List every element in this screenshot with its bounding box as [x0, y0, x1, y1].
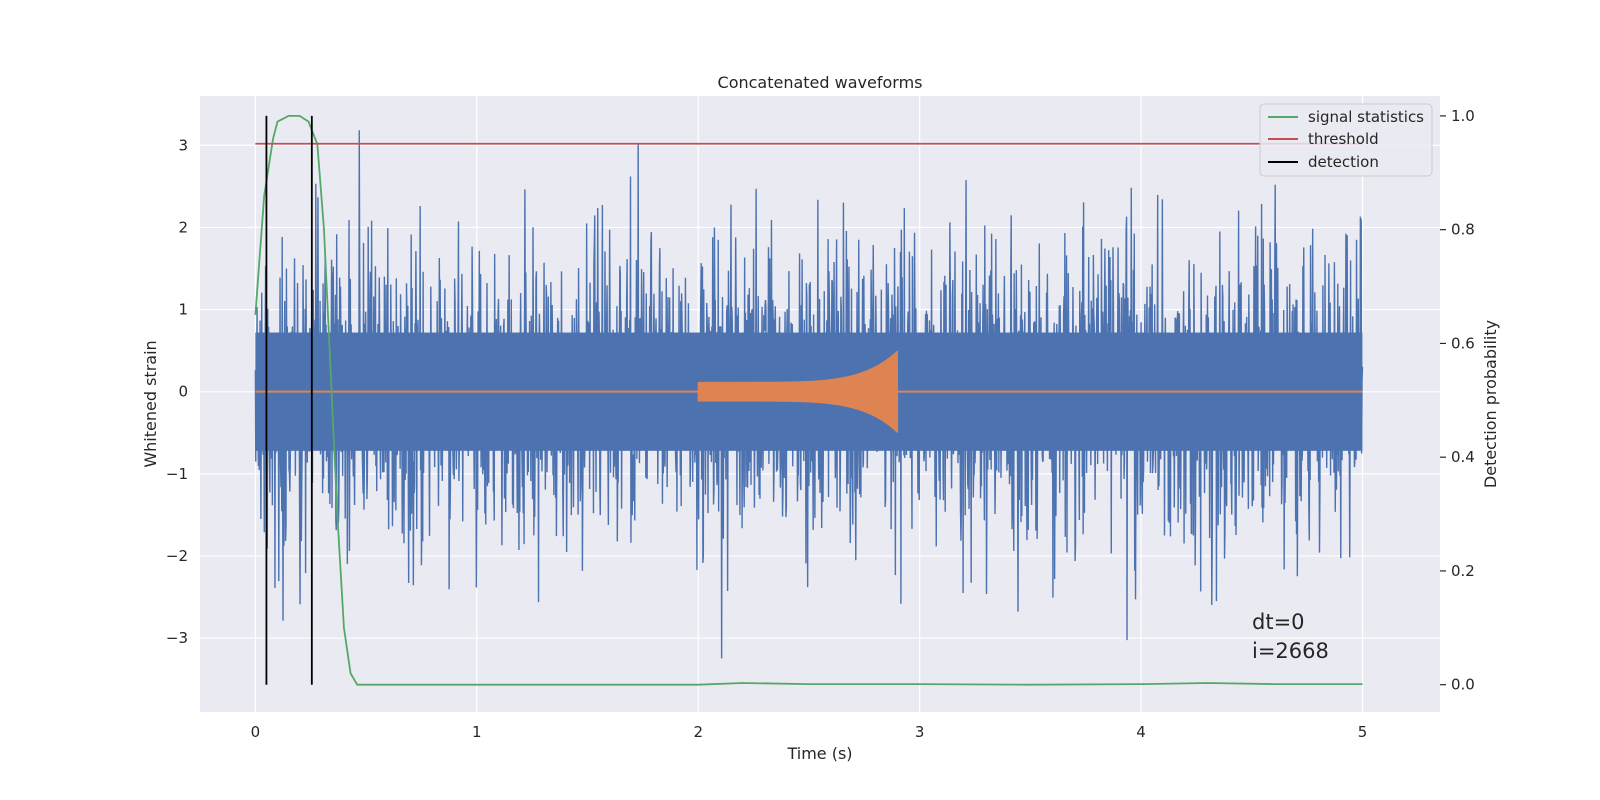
y-right-tick-label: 0.0 [1451, 676, 1475, 694]
signal-statistics-line [254, 115, 1363, 686]
x-tick-label: 2 [693, 723, 703, 741]
y-right-tick-label: 0.4 [1451, 448, 1475, 466]
strain-noise-line [254, 130, 1364, 659]
legend-label-signal-statistics: signal statistics [1308, 108, 1424, 126]
y-left-tick-label: 3 [178, 136, 188, 154]
y-right-tick-label: 1.0 [1451, 107, 1475, 125]
x-tick-label: 1 [472, 723, 482, 741]
y-left-tick-label: −2 [166, 547, 188, 565]
y-right-tick-label: 0.8 [1451, 221, 1475, 239]
y-left-tick-label: 0 [178, 383, 188, 401]
y-left-tick-label: −1 [166, 465, 188, 483]
x-tick-label: 3 [915, 723, 925, 741]
chirp-waveform-line [697, 350, 899, 433]
legend-label-detection: detection [1308, 153, 1379, 171]
y-left-tick-label: 2 [178, 218, 188, 236]
annotation-dt: dt=0 [1252, 610, 1305, 634]
x-axis-ticks: 0 1 2 3 4 5 [251, 723, 1368, 741]
x-tick-label: 4 [1136, 723, 1146, 741]
y-left-tick-label: 1 [178, 301, 188, 319]
chart-title: Concatenated waveforms [718, 73, 923, 92]
y-right-axis-ticks: 0.0 0.2 0.4 0.6 0.8 1.0 [1440, 107, 1475, 694]
y-right-tick-label: 0.2 [1451, 562, 1475, 580]
y-left-axis-ticks: −3 −2 −1 0 1 2 3 [166, 136, 188, 647]
y-left-axis-label: Whitened strain [141, 340, 160, 467]
y-left-tick-label: −3 [166, 629, 188, 647]
series-layer [254, 115, 1364, 686]
y-right-axis-label: Detection probability [1481, 320, 1500, 488]
legend: signal statistics threshold detection [1259, 103, 1433, 177]
x-tick-label: 5 [1358, 723, 1368, 741]
legend-frame [1259, 103, 1433, 177]
legend-label-threshold: threshold [1308, 130, 1379, 148]
y-right-tick-label: 0.6 [1451, 334, 1475, 352]
x-tick-label: 0 [251, 723, 261, 741]
annotation-index: i=2668 [1252, 639, 1329, 663]
x-axis-label: Time (s) [786, 744, 852, 763]
